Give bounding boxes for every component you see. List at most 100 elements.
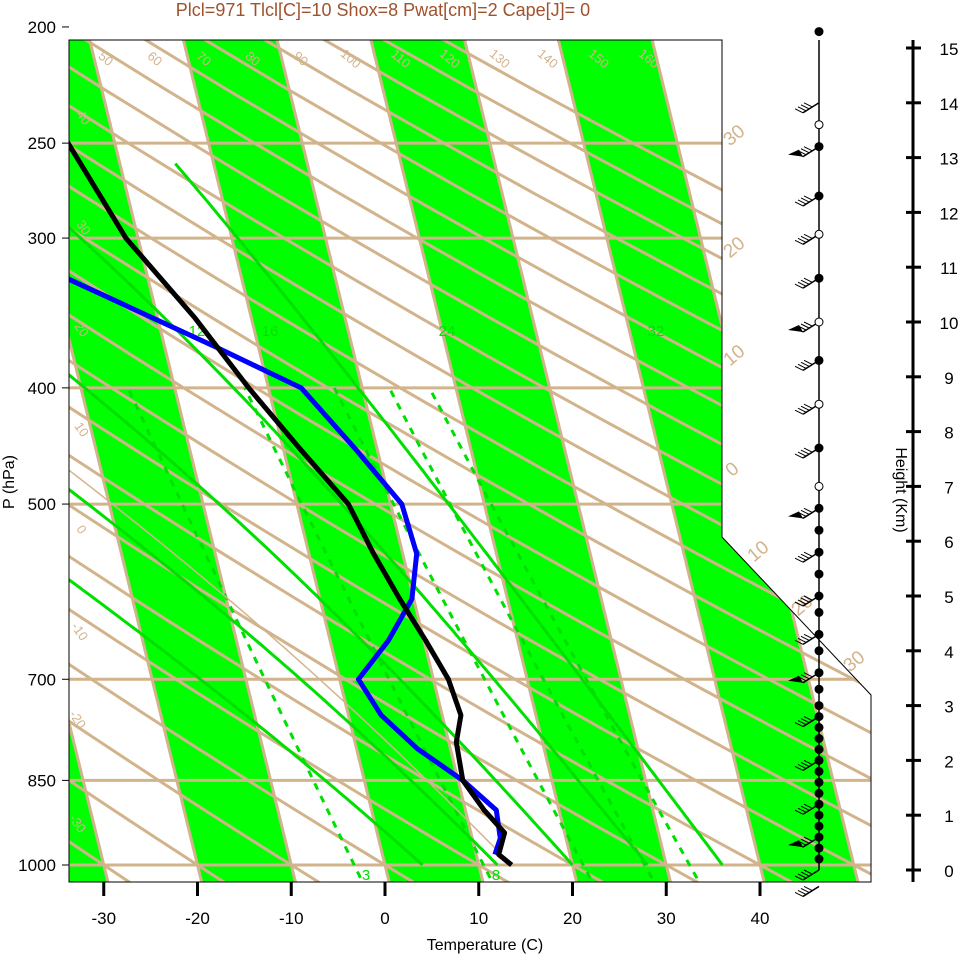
dry-adiabat-line [69, 40, 871, 882]
height-tick-label: 5 [944, 588, 953, 607]
wind-marker [814, 712, 824, 722]
dry-adiabat-line [69, 40, 871, 882]
isotherm-line [459, 40, 768, 882]
dry-adiabat-line [69, 40, 333, 882]
wind-marker [814, 810, 824, 820]
wind-marker [814, 854, 824, 864]
y-tick-label: 1000 [18, 856, 56, 875]
isotherm-line [69, 40, 206, 882]
wind-barb-feather [797, 807, 807, 813]
wind-barb-pennant [788, 511, 803, 519]
wind-barb-feather [797, 599, 807, 605]
wind-barb-feather [800, 449, 810, 455]
height-tick-label: 2 [944, 752, 953, 771]
dry-adiabat-line [69, 40, 871, 882]
wind-barb-feather [797, 237, 807, 243]
moist-adiabat-line [174, 162, 724, 866]
x-tick-label: -30 [91, 909, 116, 928]
wind-barb-feather [803, 672, 813, 678]
wind-barb-feather [800, 597, 810, 603]
wind-marker-open [814, 317, 824, 327]
mixing-ratio-line [126, 387, 368, 882]
wind-marker [814, 744, 824, 754]
wind-barb-feather [794, 453, 804, 459]
dry-adiabat-line [69, 40, 871, 882]
wind-marker [814, 503, 824, 513]
dry-adiabat-line [69, 40, 871, 882]
dry-adiabat-line [69, 40, 871, 882]
wind-marker [814, 273, 824, 283]
wind-barb-feather [797, 281, 807, 287]
wind-barb-feather [797, 407, 807, 413]
wind-barb-feather [803, 836, 813, 842]
wind-marker [814, 723, 824, 732]
wind-barb-feather [797, 451, 807, 457]
wind-barb-feather [800, 148, 810, 154]
dry-adiabat-line [69, 40, 523, 882]
height-tick-label: 11 [940, 259, 958, 278]
wind-barb-feather [797, 889, 807, 895]
wind-barb-feather [800, 509, 810, 515]
y-tick-label: 500 [28, 495, 56, 514]
isotherm-line [84, 40, 393, 882]
isotherm-line [271, 40, 581, 882]
wind-barb-feather [797, 199, 807, 205]
wind-marker [814, 832, 824, 842]
wind-barb-feather [797, 363, 807, 369]
wind-barb-feather [797, 763, 807, 769]
mixing-ratio-label: 16 [262, 323, 279, 340]
height-tick-label: 12 [940, 204, 959, 223]
y-axis-label: P (hPa) [1, 455, 18, 509]
wind-barb-feather [794, 809, 804, 815]
wind-marker [814, 788, 824, 798]
temperature-band [273, 40, 673, 882]
wind-barb-feather [794, 201, 804, 207]
dry-adiabat-line [69, 40, 871, 882]
wind-barb-feather [794, 557, 804, 563]
wind-barb-feather [803, 551, 813, 557]
wind-barb-feather [800, 805, 810, 811]
temperature-line [69, 40, 514, 867]
wind-barb-pennant [788, 675, 803, 683]
x-tick-label: 30 [657, 909, 676, 928]
wind-barb-feather [794, 722, 804, 728]
wind-barb-column [788, 27, 824, 898]
isotherm-label: 30 [73, 217, 94, 237]
wind-barb-feather [803, 146, 813, 152]
dry-adiabat-line [69, 40, 619, 882]
wind-barb-feather [800, 197, 810, 203]
mixing-ratio-label: 8 [492, 867, 500, 884]
sounding-series [69, 40, 514, 867]
dry-adiabat-line [69, 40, 238, 882]
wind-barb-feather [803, 447, 813, 453]
moist-adiabat-line [69, 162, 574, 866]
isotherm-line [365, 40, 674, 882]
wind-marker [814, 646, 824, 656]
wind-marker [814, 525, 824, 535]
dry-adiabat-line [69, 40, 428, 882]
wind-barb-feather [800, 323, 810, 329]
wind-barb-feather [797, 106, 807, 112]
wind-marker-open [814, 481, 824, 491]
wind-barb-feather [803, 102, 813, 108]
height-tick-label: 14 [940, 95, 959, 114]
x-axis-label: Temperature (C) [427, 937, 543, 954]
wind-barb-feather [800, 635, 810, 641]
wind-marker [814, 191, 824, 201]
y-tick-label: 700 [28, 670, 56, 689]
dry-adiabat-line [69, 40, 871, 882]
x-tick-label: 0 [380, 909, 389, 928]
parcel-path [69, 99, 513, 866]
dry-adiabat-line [69, 40, 871, 882]
x-tick-label: 40 [751, 909, 770, 928]
wind-marker [814, 799, 824, 809]
wind-barb-feather [803, 507, 813, 513]
wind-barb-feather [803, 403, 813, 409]
mixing-ratio-label: 24 [439, 323, 456, 340]
wind-barb-feather [803, 321, 813, 327]
wind-marker [814, 443, 824, 453]
wind-barb-feather [797, 637, 807, 643]
wind-barb-feather [794, 875, 804, 881]
wind-barb-feather [803, 716, 813, 722]
